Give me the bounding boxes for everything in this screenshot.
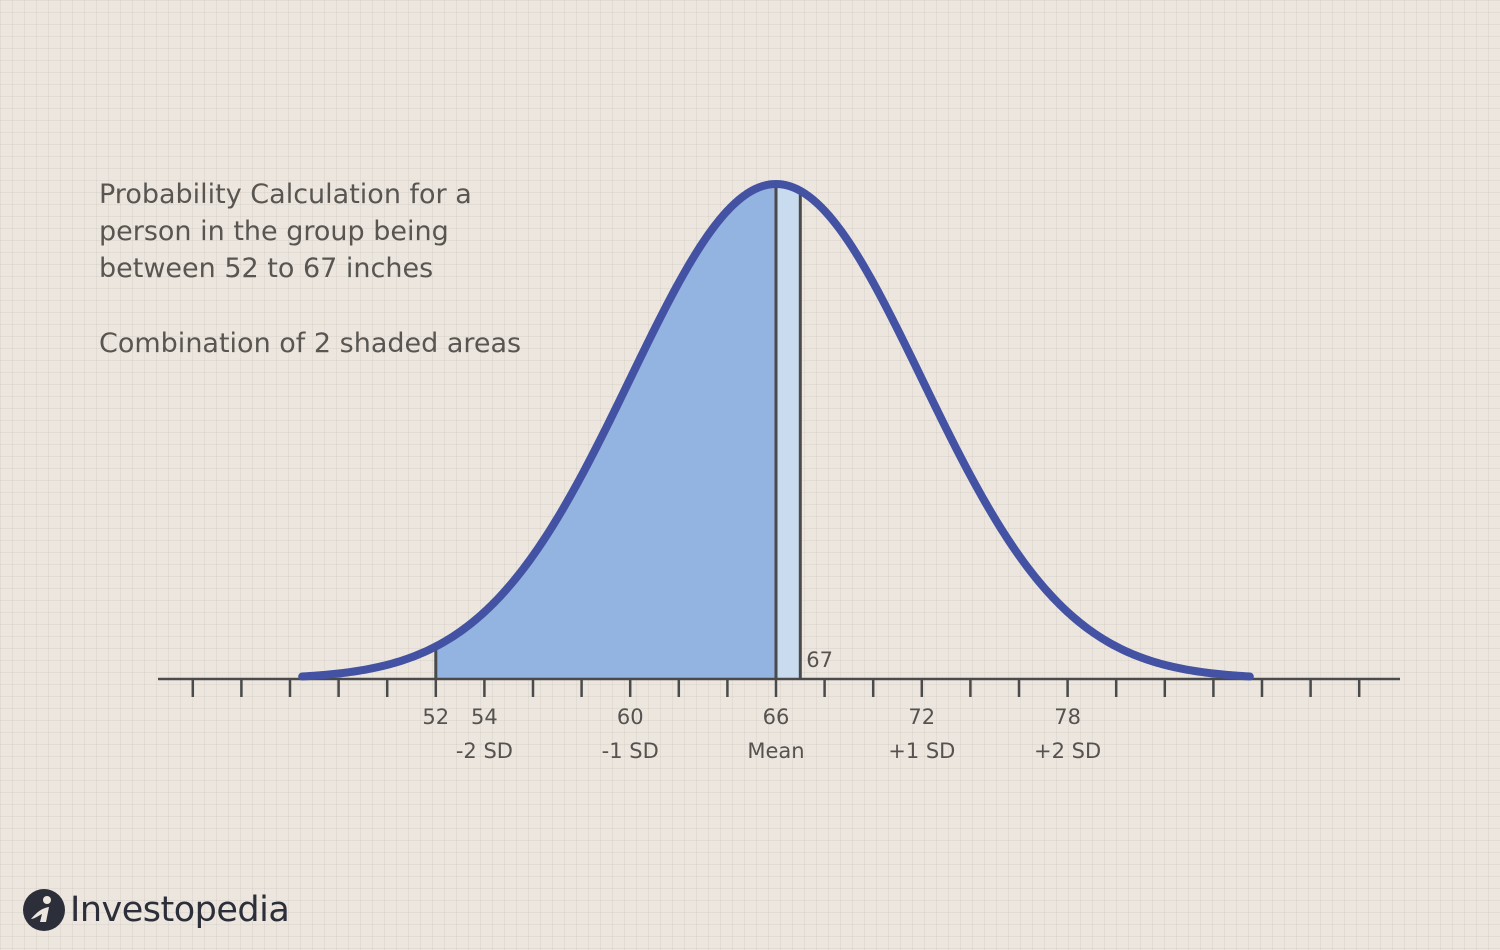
x-tick-label-52: 52 <box>422 705 449 729</box>
x-tick-label-60: 60 <box>617 705 644 729</box>
shaded-area-1 <box>776 184 801 679</box>
x-tick-sublabel-60: -1 SD <box>602 739 659 763</box>
x-axis <box>158 677 1400 697</box>
x-tick-label-54: 54 <box>471 705 498 729</box>
axis-labels: 52 54 -2 SD 60 -1 SD 66 Mean 72 +1 SD 78 +2 SD <box>422 705 1101 763</box>
x-tick-sublabel-72: +1 SD <box>888 739 955 763</box>
marker-label-67: 67 <box>806 648 833 672</box>
x-tick-sublabel-66: Mean <box>747 739 804 763</box>
bell-curve-line <box>298 180 1254 681</box>
x-tick-label-72: 72 <box>908 705 935 729</box>
marker-lines: 67 <box>434 186 833 679</box>
investopedia-logo-icon <box>23 889 65 931</box>
investopedia-logo: Investopedia <box>22 885 290 935</box>
brand-name: Investopedia <box>70 890 290 930</box>
chart-caption-subtitle: Combination of 2 shaded areas <box>99 328 522 359</box>
x-tick-sublabel-78: +2 SD <box>1034 739 1101 763</box>
x-tick-sublabel-54: -2 SD <box>456 739 513 763</box>
x-tick-label-78: 78 <box>1054 705 1081 729</box>
chart-caption-title: Probability Calculation for a person in … <box>99 179 472 284</box>
x-tick-label-66: 66 <box>763 705 790 729</box>
bell-curve <box>298 180 1254 681</box>
